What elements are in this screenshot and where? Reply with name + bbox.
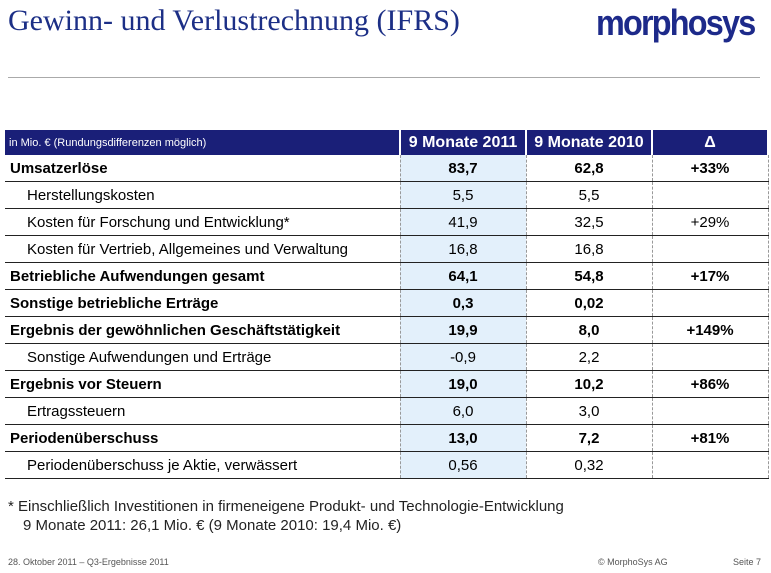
header-delta: Δ bbox=[652, 130, 769, 155]
value-2011: 0,3 bbox=[399, 289, 526, 317]
table-row: Periodenüberschuss 13,0 7,2 +81% bbox=[5, 424, 769, 452]
header-unit: in Mio. € (Rundungsdifferenzen möglich) bbox=[5, 130, 401, 155]
income-statement-table: in Mio. € (Rundungsdifferenzen möglich) … bbox=[5, 130, 769, 479]
value-2010: 5,5 bbox=[525, 181, 652, 209]
value-2011: 41,9 bbox=[399, 208, 526, 236]
morphosys-logo: morphosys bbox=[596, 2, 756, 43]
table-row: Ergebnis vor Steuern 19,0 10,2 +86% bbox=[5, 370, 769, 398]
row-label: Betriebliche Aufwendungen gesamt bbox=[5, 262, 400, 290]
value-delta: +33% bbox=[651, 155, 769, 182]
table-row: Kosten für Forschung und Entwicklung* 41… bbox=[5, 208, 769, 236]
row-label: Kosten für Forschung und Entwicklung* bbox=[5, 208, 400, 236]
row-label: Periodenüberschuss bbox=[5, 424, 400, 452]
table-row: Betriebliche Aufwendungen gesamt 64,1 54… bbox=[5, 262, 769, 290]
value-2011: 19,0 bbox=[399, 370, 526, 398]
table-row: Herstellungskosten 5,5 5,5 bbox=[5, 181, 769, 209]
footnote-line: * Einschließlich Investitionen in firmen… bbox=[8, 498, 564, 515]
value-2011: 0,56 bbox=[399, 451, 526, 479]
value-2010: 32,5 bbox=[525, 208, 652, 236]
row-label: Herstellungskosten bbox=[5, 181, 400, 209]
row-label: Kosten für Vertrieb, Allgemeines und Ver… bbox=[5, 235, 400, 263]
table-row: Periodenüberschuss je Aktie, verwässert … bbox=[5, 451, 769, 479]
value-2010: 7,2 bbox=[525, 424, 652, 452]
row-label: Ergebnis vor Steuern bbox=[5, 370, 400, 398]
divider bbox=[8, 77, 760, 78]
value-delta bbox=[651, 451, 769, 479]
footnote: * Einschließlich Investitionen in firmen… bbox=[8, 497, 564, 535]
value-delta: +17% bbox=[651, 262, 769, 290]
value-delta: +149% bbox=[651, 316, 769, 344]
value-2011: 5,5 bbox=[399, 181, 526, 209]
value-delta: +29% bbox=[651, 208, 769, 236]
value-2011: -0,9 bbox=[399, 343, 526, 371]
value-delta bbox=[651, 181, 769, 209]
header-2011: 9 Monate 2011 bbox=[400, 130, 527, 155]
row-label: Ertragssteuern bbox=[5, 397, 400, 425]
table-row: Sonstige betriebliche Erträge 0,3 0,02 bbox=[5, 289, 769, 317]
table-row: Kosten für Vertrieb, Allgemeines und Ver… bbox=[5, 235, 769, 263]
row-label: Ergebnis der gewöhnlichen Geschäftstätig… bbox=[5, 316, 400, 344]
table-row: Umsatzerlöse 83,7 62,8 +33% bbox=[5, 155, 769, 182]
value-2010: 2,2 bbox=[525, 343, 652, 371]
value-2010: 8,0 bbox=[525, 316, 652, 344]
value-delta bbox=[651, 235, 769, 263]
value-delta: +81% bbox=[651, 424, 769, 452]
value-2011: 64,1 bbox=[399, 262, 526, 290]
row-label: Umsatzerlöse bbox=[5, 155, 400, 182]
value-2010: 3,0 bbox=[525, 397, 652, 425]
footer-copyright: © MorphoSys AG bbox=[598, 557, 668, 567]
value-2011: 16,8 bbox=[399, 235, 526, 263]
value-2011: 13,0 bbox=[399, 424, 526, 452]
value-2010: 54,8 bbox=[525, 262, 652, 290]
row-label: Periodenüberschuss je Aktie, verwässert bbox=[5, 451, 400, 479]
footer-date: 28. Oktober 2011 – Q3-Ergebnisse 2011 bbox=[8, 557, 169, 567]
row-label: Sonstige betriebliche Erträge bbox=[5, 289, 400, 317]
row-label: Sonstige Aufwendungen und Erträge bbox=[5, 343, 400, 371]
value-2011: 6,0 bbox=[399, 397, 526, 425]
footer-page: Seite 7 bbox=[733, 557, 762, 567]
table-row: Ertragssteuern 6,0 3,0 bbox=[5, 397, 769, 425]
footnote-line: 9 Monate 2011: 26,1 Mio. € (9 Monate 201… bbox=[23, 517, 402, 534]
value-2010: 16,8 bbox=[525, 235, 652, 263]
value-2010: 0,32 bbox=[525, 451, 652, 479]
value-delta bbox=[651, 289, 769, 317]
page-title: Gewinn- und Verlustrechnung (IFRS) bbox=[8, 4, 460, 37]
value-2011: 83,7 bbox=[399, 155, 526, 182]
header-2010: 9 Monate 2010 bbox=[526, 130, 653, 155]
table-row: Sonstige Aufwendungen und Erträge -0,9 2… bbox=[5, 343, 769, 371]
value-delta: +86% bbox=[651, 370, 769, 398]
value-2011: 19,9 bbox=[399, 316, 526, 344]
value-2010: 62,8 bbox=[525, 155, 652, 182]
value-2010: 10,2 bbox=[525, 370, 652, 398]
value-delta bbox=[651, 397, 769, 425]
table-row: Ergebnis der gewöhnlichen Geschäftstätig… bbox=[5, 316, 769, 344]
value-delta bbox=[651, 343, 769, 371]
value-2010: 0,02 bbox=[525, 289, 652, 317]
